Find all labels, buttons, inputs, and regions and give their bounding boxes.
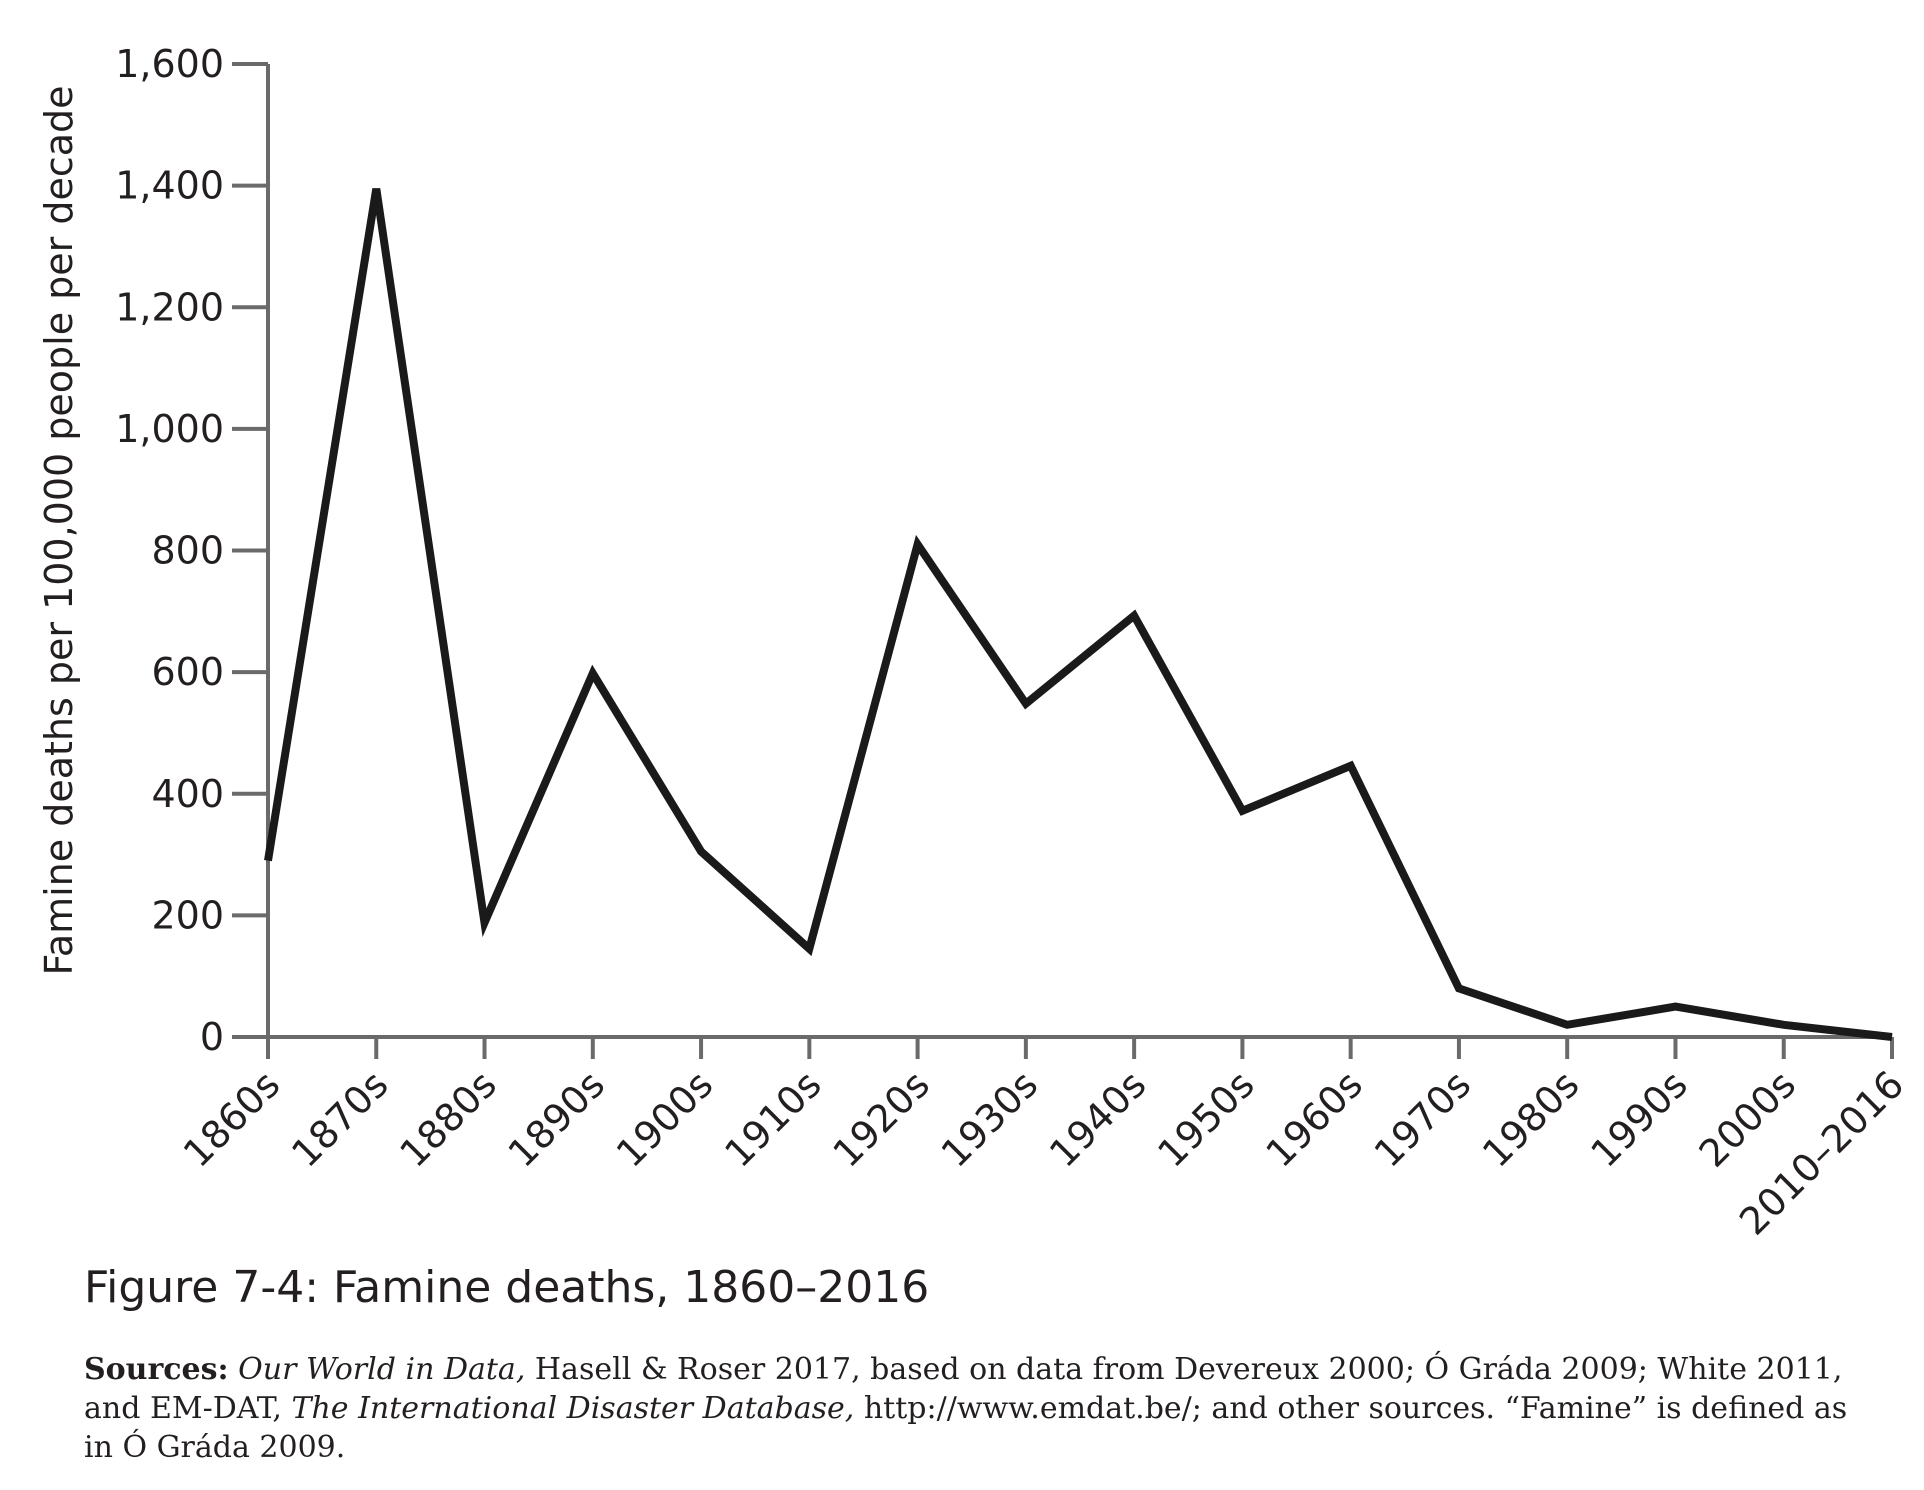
y-tick-label: 200 (151, 893, 224, 937)
y-tick-label: 0 (200, 1015, 224, 1059)
data-points (266, 187, 1894, 1039)
x-axis-ticks: 1860s1870s1880s1890s1900s1910s1920s1930s… (175, 1037, 1912, 1244)
y-tick-label: 1,600 (115, 42, 224, 86)
x-tick-label: 1940s (1041, 1062, 1155, 1176)
series-line-famine-deaths (264, 188, 1893, 1041)
sources-italic-title: Our World in Data, (238, 1352, 526, 1387)
data-point (266, 859, 270, 863)
sources-label: Sources: (84, 1352, 229, 1387)
data-point (1132, 614, 1136, 618)
x-tick-label: 1860s (175, 1062, 289, 1176)
x-tick-label: 1910s (716, 1062, 830, 1176)
x-tick-label: 1970s (1366, 1062, 1480, 1176)
x-tick-label: 1900s (608, 1062, 722, 1176)
sources-text: Our World in Data, Hasell & Roser 2017, … (84, 1352, 1847, 1465)
data-point (483, 921, 487, 925)
y-axis-title: Famine deaths per 100,000 people per dec… (37, 85, 81, 975)
data-point (1782, 1023, 1786, 1027)
x-tick-label: 1870s (283, 1062, 397, 1176)
x-tick-label: 1960s (1258, 1062, 1372, 1176)
data-point (1890, 1035, 1894, 1039)
y-tick-label: 600 (151, 650, 224, 694)
x-tick-label: 1930s (933, 1062, 1047, 1176)
x-tick-label: 1890s (500, 1062, 614, 1176)
figure-caption: Figure 7-4: Famine deaths, 1860–2016 (84, 1262, 930, 1313)
data-point (1565, 1023, 1569, 1027)
data-point (591, 671, 595, 675)
data-point (1240, 809, 1244, 813)
data-point (1457, 986, 1461, 990)
data-point (374, 187, 378, 191)
x-tick-label: 1920s (824, 1062, 938, 1176)
x-tick-label: 1990s (1582, 1062, 1696, 1176)
data-point (807, 947, 811, 951)
y-tick-label: 800 (151, 529, 224, 573)
y-tick-label: 1,200 (115, 285, 224, 329)
figure-sources: Sources: Our World in Data, Hasell & Ros… (84, 1350, 1874, 1467)
y-tick-label: 1,000 (115, 407, 224, 451)
sources-italic-title: The International Disaster Database, (291, 1391, 855, 1426)
x-tick-label: 1880s (391, 1062, 505, 1176)
data-point (916, 542, 920, 546)
sources-text-run: Hasell & Roser 2017, based on data from … (84, 1352, 1843, 1426)
sources-text-run: http://www.emdat.be/; and other sources.… (84, 1391, 1848, 1465)
x-tick-label: 1980s (1474, 1062, 1588, 1176)
y-axis-ticks: 0 200 400 600 800 1,000 1,200 1,400 1,600 (115, 42, 268, 1059)
data-point (1673, 1005, 1677, 1009)
data-point (1024, 702, 1028, 706)
y-tick-label: 400 (151, 772, 224, 816)
data-point (1349, 764, 1353, 768)
y-tick-label: 1,400 (115, 164, 224, 208)
data-point (699, 850, 703, 854)
x-tick-label: 1950s (1149, 1062, 1263, 1176)
